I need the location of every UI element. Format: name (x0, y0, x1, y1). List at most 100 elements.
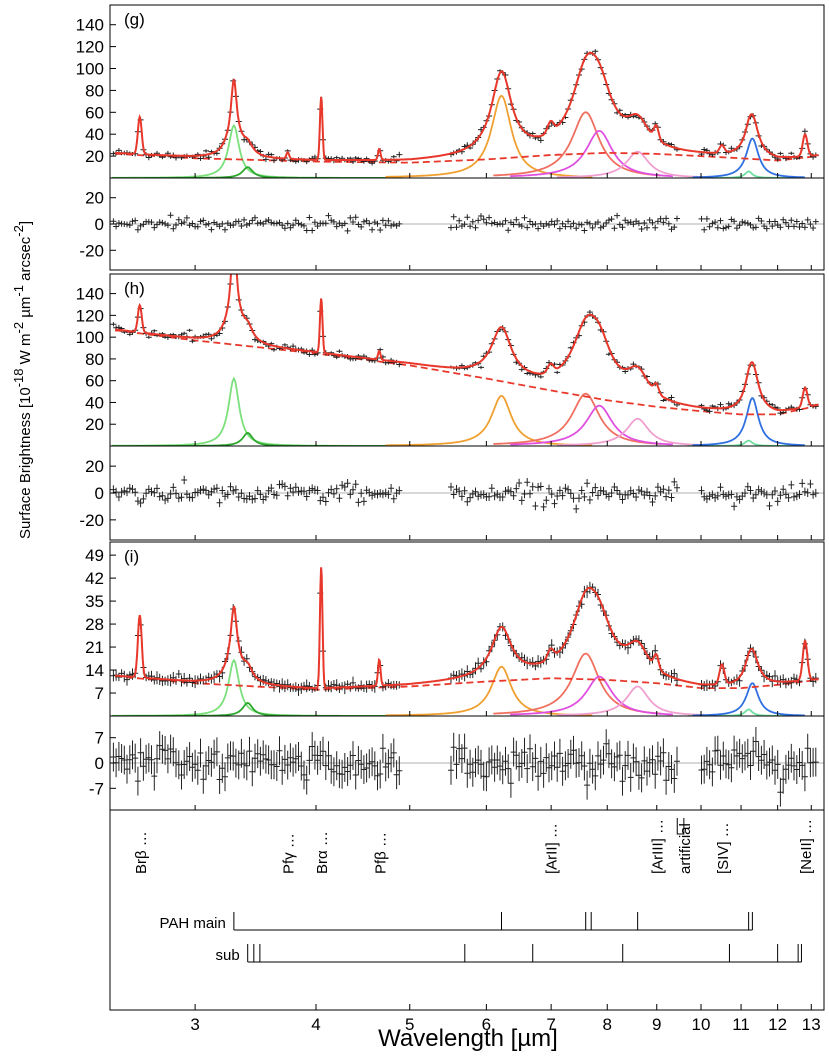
residual-point (671, 477, 678, 487)
residual-point (630, 743, 637, 773)
residual-point (311, 219, 318, 226)
residual-point (252, 494, 258, 503)
data-point (535, 655, 542, 668)
residual-point (597, 749, 604, 779)
residual-point (450, 490, 457, 499)
residual-point (589, 488, 596, 497)
residual-point (780, 764, 787, 794)
residual-point (132, 217, 139, 224)
residual-point (448, 755, 454, 785)
residual-point (257, 746, 264, 776)
residual-point (638, 226, 645, 232)
residual-point (725, 223, 732, 230)
residual-point (352, 480, 359, 489)
data-point (701, 147, 708, 152)
residual-point (625, 219, 631, 226)
residual-point (339, 759, 346, 789)
residual-point (333, 223, 340, 230)
data-point (151, 329, 158, 333)
residual-point (559, 220, 566, 227)
residual-point (486, 492, 493, 501)
residual-point (385, 217, 392, 224)
residual-point (306, 486, 313, 495)
residual-point (518, 496, 525, 505)
residual-point (608, 749, 615, 779)
residual-point (309, 227, 316, 234)
data-point (333, 155, 340, 160)
data-point (725, 401, 732, 407)
residual-point (118, 487, 125, 497)
residual-point (194, 488, 201, 497)
residual-point (257, 219, 264, 226)
y-tick-label: 40 (85, 393, 104, 412)
residual-point (791, 492, 797, 502)
residual-point (273, 752, 280, 781)
residual-point (325, 212, 332, 219)
residual-point (660, 738, 667, 768)
data-point (186, 328, 193, 332)
residual-point (567, 739, 574, 769)
y-tick-label: 40 (85, 125, 104, 144)
component-pah_3_4 (111, 431, 402, 446)
residual-point (219, 753, 226, 783)
residual-point (516, 752, 523, 782)
residual-point (472, 487, 479, 496)
residual-point (309, 484, 316, 493)
data-point (290, 343, 297, 349)
residual-point (529, 221, 536, 228)
residual-point (570, 220, 577, 227)
residual-point (458, 744, 465, 773)
residual-point (279, 480, 286, 489)
residual-point (290, 222, 297, 229)
residual-point (527, 489, 533, 499)
x-tick-label: 7 (546, 1015, 555, 1034)
residual-point (222, 226, 228, 233)
residual-point (486, 214, 493, 221)
residual-point (330, 219, 337, 225)
data-point (339, 682, 346, 691)
data-point (208, 336, 215, 342)
residual-point (396, 756, 403, 786)
residual-point (243, 751, 250, 781)
residual-point (630, 221, 637, 228)
residual-point (200, 485, 207, 494)
x-tick-label: 11 (732, 1015, 750, 1034)
residual-point (791, 223, 797, 230)
data-point (671, 668, 678, 679)
residual-point (777, 224, 784, 231)
pah-sub-label: sub (216, 947, 240, 964)
residual-point (273, 491, 280, 500)
residual-point (219, 486, 226, 495)
line-id-label: Pfβ … (372, 832, 389, 874)
ylabel-mid3: arcsec (17, 236, 34, 285)
residual-point (529, 482, 536, 491)
residual-point (638, 763, 645, 793)
y-tick-label: 28 (85, 615, 104, 634)
y-tick-label: 14 (85, 661, 104, 680)
residual-point (358, 224, 365, 230)
residual-point (736, 738, 743, 768)
residual-point (488, 745, 495, 775)
residual-point (246, 220, 253, 227)
residual-point (766, 501, 773, 511)
residual-point (238, 489, 245, 498)
residual-point (488, 484, 495, 493)
residual-point (516, 478, 523, 488)
residual-point (763, 225, 770, 232)
residual-point (254, 486, 261, 495)
residual-point (271, 750, 277, 780)
residual-point (698, 755, 705, 785)
residual-point (595, 491, 601, 500)
residual-point (341, 220, 348, 227)
residual-point (581, 492, 588, 502)
residual-point (213, 737, 220, 767)
y-tick-label: 0 (95, 754, 104, 773)
residual-point (663, 215, 670, 222)
residual-point (763, 750, 770, 780)
residual-point (565, 485, 572, 494)
data-point (197, 673, 204, 685)
component-pah_8_6 (557, 417, 706, 446)
residual-point (390, 738, 397, 768)
component-pah_7_7 (493, 392, 662, 445)
residual-point (369, 226, 376, 233)
